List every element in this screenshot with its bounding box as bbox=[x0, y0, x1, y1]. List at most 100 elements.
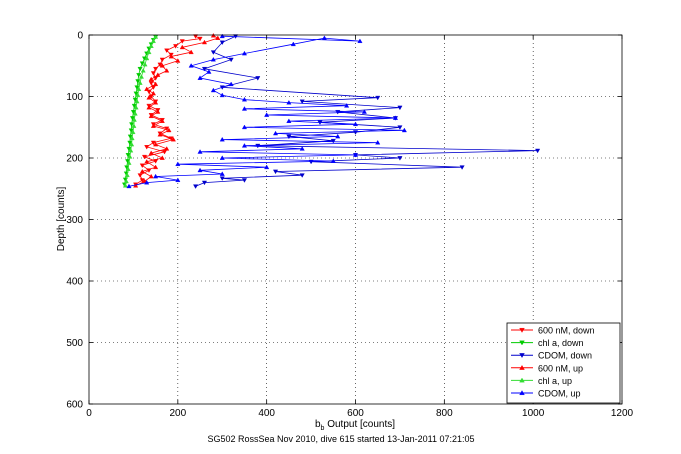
data-point bbox=[127, 134, 133, 140]
data-point bbox=[133, 91, 139, 97]
x-axis-label: bb Output [counts] bbox=[315, 419, 395, 432]
legend-entry: 600 nM, up bbox=[511, 363, 583, 373]
data-point bbox=[132, 111, 138, 116]
legend-label: chl a, up bbox=[538, 376, 572, 386]
data-point bbox=[135, 79, 141, 84]
data-point bbox=[135, 92, 141, 98]
data-point bbox=[173, 44, 179, 49]
data-point bbox=[241, 143, 248, 148]
data-point bbox=[375, 140, 381, 145]
data-point bbox=[201, 66, 208, 72]
data-point bbox=[134, 85, 140, 90]
axis-ticks: 0 200 400 600 800 1000 1200 0 100 200 300 400 500 600 bbox=[66, 31, 633, 420]
data-point bbox=[130, 129, 136, 135]
legend-label: chl a, down bbox=[538, 338, 584, 348]
data-point bbox=[170, 136, 176, 142]
series-line bbox=[135, 35, 202, 185]
data-point bbox=[131, 117, 137, 122]
data-point bbox=[197, 149, 203, 154]
data-point bbox=[535, 148, 541, 154]
data-point bbox=[129, 141, 135, 147]
data-point bbox=[144, 55, 150, 61]
data-point bbox=[219, 92, 225, 98]
data-point bbox=[129, 122, 135, 127]
x-axis-label-subscript: b bbox=[321, 425, 325, 432]
data-point bbox=[241, 106, 248, 111]
legend-label: 600 nM, down bbox=[538, 326, 595, 336]
data-point bbox=[264, 112, 270, 117]
data-point bbox=[127, 154, 133, 159]
data-point bbox=[140, 68, 146, 73]
data-point bbox=[153, 164, 159, 170]
data-point bbox=[197, 75, 203, 80]
data-point bbox=[201, 180, 208, 186]
y-tick-label: 300 bbox=[66, 215, 83, 226]
legend-label: 600 nM, up bbox=[538, 363, 583, 373]
data-point bbox=[128, 148, 134, 153]
data-point bbox=[131, 103, 137, 109]
data-point bbox=[153, 173, 159, 179]
series-5 bbox=[126, 33, 407, 189]
data-point bbox=[290, 41, 296, 47]
y-tick-label: 100 bbox=[66, 92, 83, 103]
data-point bbox=[136, 73, 142, 78]
x-tick-label: 200 bbox=[169, 408, 186, 419]
data-point bbox=[219, 40, 225, 45]
data-point bbox=[159, 155, 165, 160]
data-point bbox=[139, 178, 145, 183]
data-point bbox=[188, 63, 194, 68]
data-point bbox=[459, 165, 465, 170]
data-point bbox=[299, 146, 305, 151]
y-tick-label: 600 bbox=[66, 400, 83, 411]
data-point bbox=[175, 161, 181, 166]
data-point bbox=[148, 173, 154, 179]
data-point bbox=[164, 48, 170, 53]
data-point bbox=[168, 53, 174, 59]
x-tick-label: 400 bbox=[258, 408, 275, 419]
data-point bbox=[241, 178, 248, 183]
series-line bbox=[135, 35, 219, 187]
data-point bbox=[286, 134, 292, 140]
data-point bbox=[375, 95, 381, 101]
data-point bbox=[357, 38, 363, 43]
data-point bbox=[166, 127, 172, 133]
legend: 600 nM, down chl a, down CDOM, down 600 nM,… bbox=[506, 322, 621, 404]
data-point bbox=[123, 178, 129, 184]
data-point bbox=[153, 141, 159, 147]
data-point bbox=[153, 34, 159, 39]
data-point bbox=[201, 39, 208, 45]
data-point bbox=[219, 33, 225, 39]
data-point bbox=[155, 72, 161, 77]
data-point bbox=[273, 130, 279, 136]
data-point bbox=[286, 100, 292, 105]
legend-swatch-marker bbox=[519, 353, 525, 359]
data-point bbox=[142, 61, 148, 67]
data-point bbox=[137, 80, 143, 85]
x-tick-label: 1200 bbox=[611, 408, 634, 419]
data-point bbox=[159, 57, 165, 63]
data-point bbox=[330, 138, 336, 144]
data-point bbox=[321, 35, 327, 40]
data-point bbox=[179, 44, 185, 50]
data-point bbox=[150, 90, 156, 96]
data-point bbox=[219, 176, 225, 181]
data-point bbox=[335, 133, 341, 139]
data-point bbox=[139, 163, 145, 168]
data-point bbox=[122, 183, 128, 188]
data-point bbox=[215, 35, 221, 40]
data-point bbox=[264, 164, 270, 170]
data-point bbox=[148, 43, 154, 48]
legend-entry: CDOM, up bbox=[511, 389, 581, 399]
data-point bbox=[144, 159, 150, 164]
data-point bbox=[148, 76, 154, 82]
plot-data bbox=[121, 33, 541, 189]
data-point bbox=[157, 132, 163, 137]
y-tick-label: 200 bbox=[66, 154, 83, 165]
figure-caption: SG502 RossSea Nov 2010, dive 615 started… bbox=[207, 434, 474, 444]
data-point bbox=[131, 123, 137, 128]
data-point bbox=[241, 124, 248, 130]
data-point bbox=[179, 39, 185, 44]
data-point bbox=[146, 49, 152, 55]
data-point bbox=[219, 155, 225, 160]
data-point bbox=[136, 86, 142, 91]
